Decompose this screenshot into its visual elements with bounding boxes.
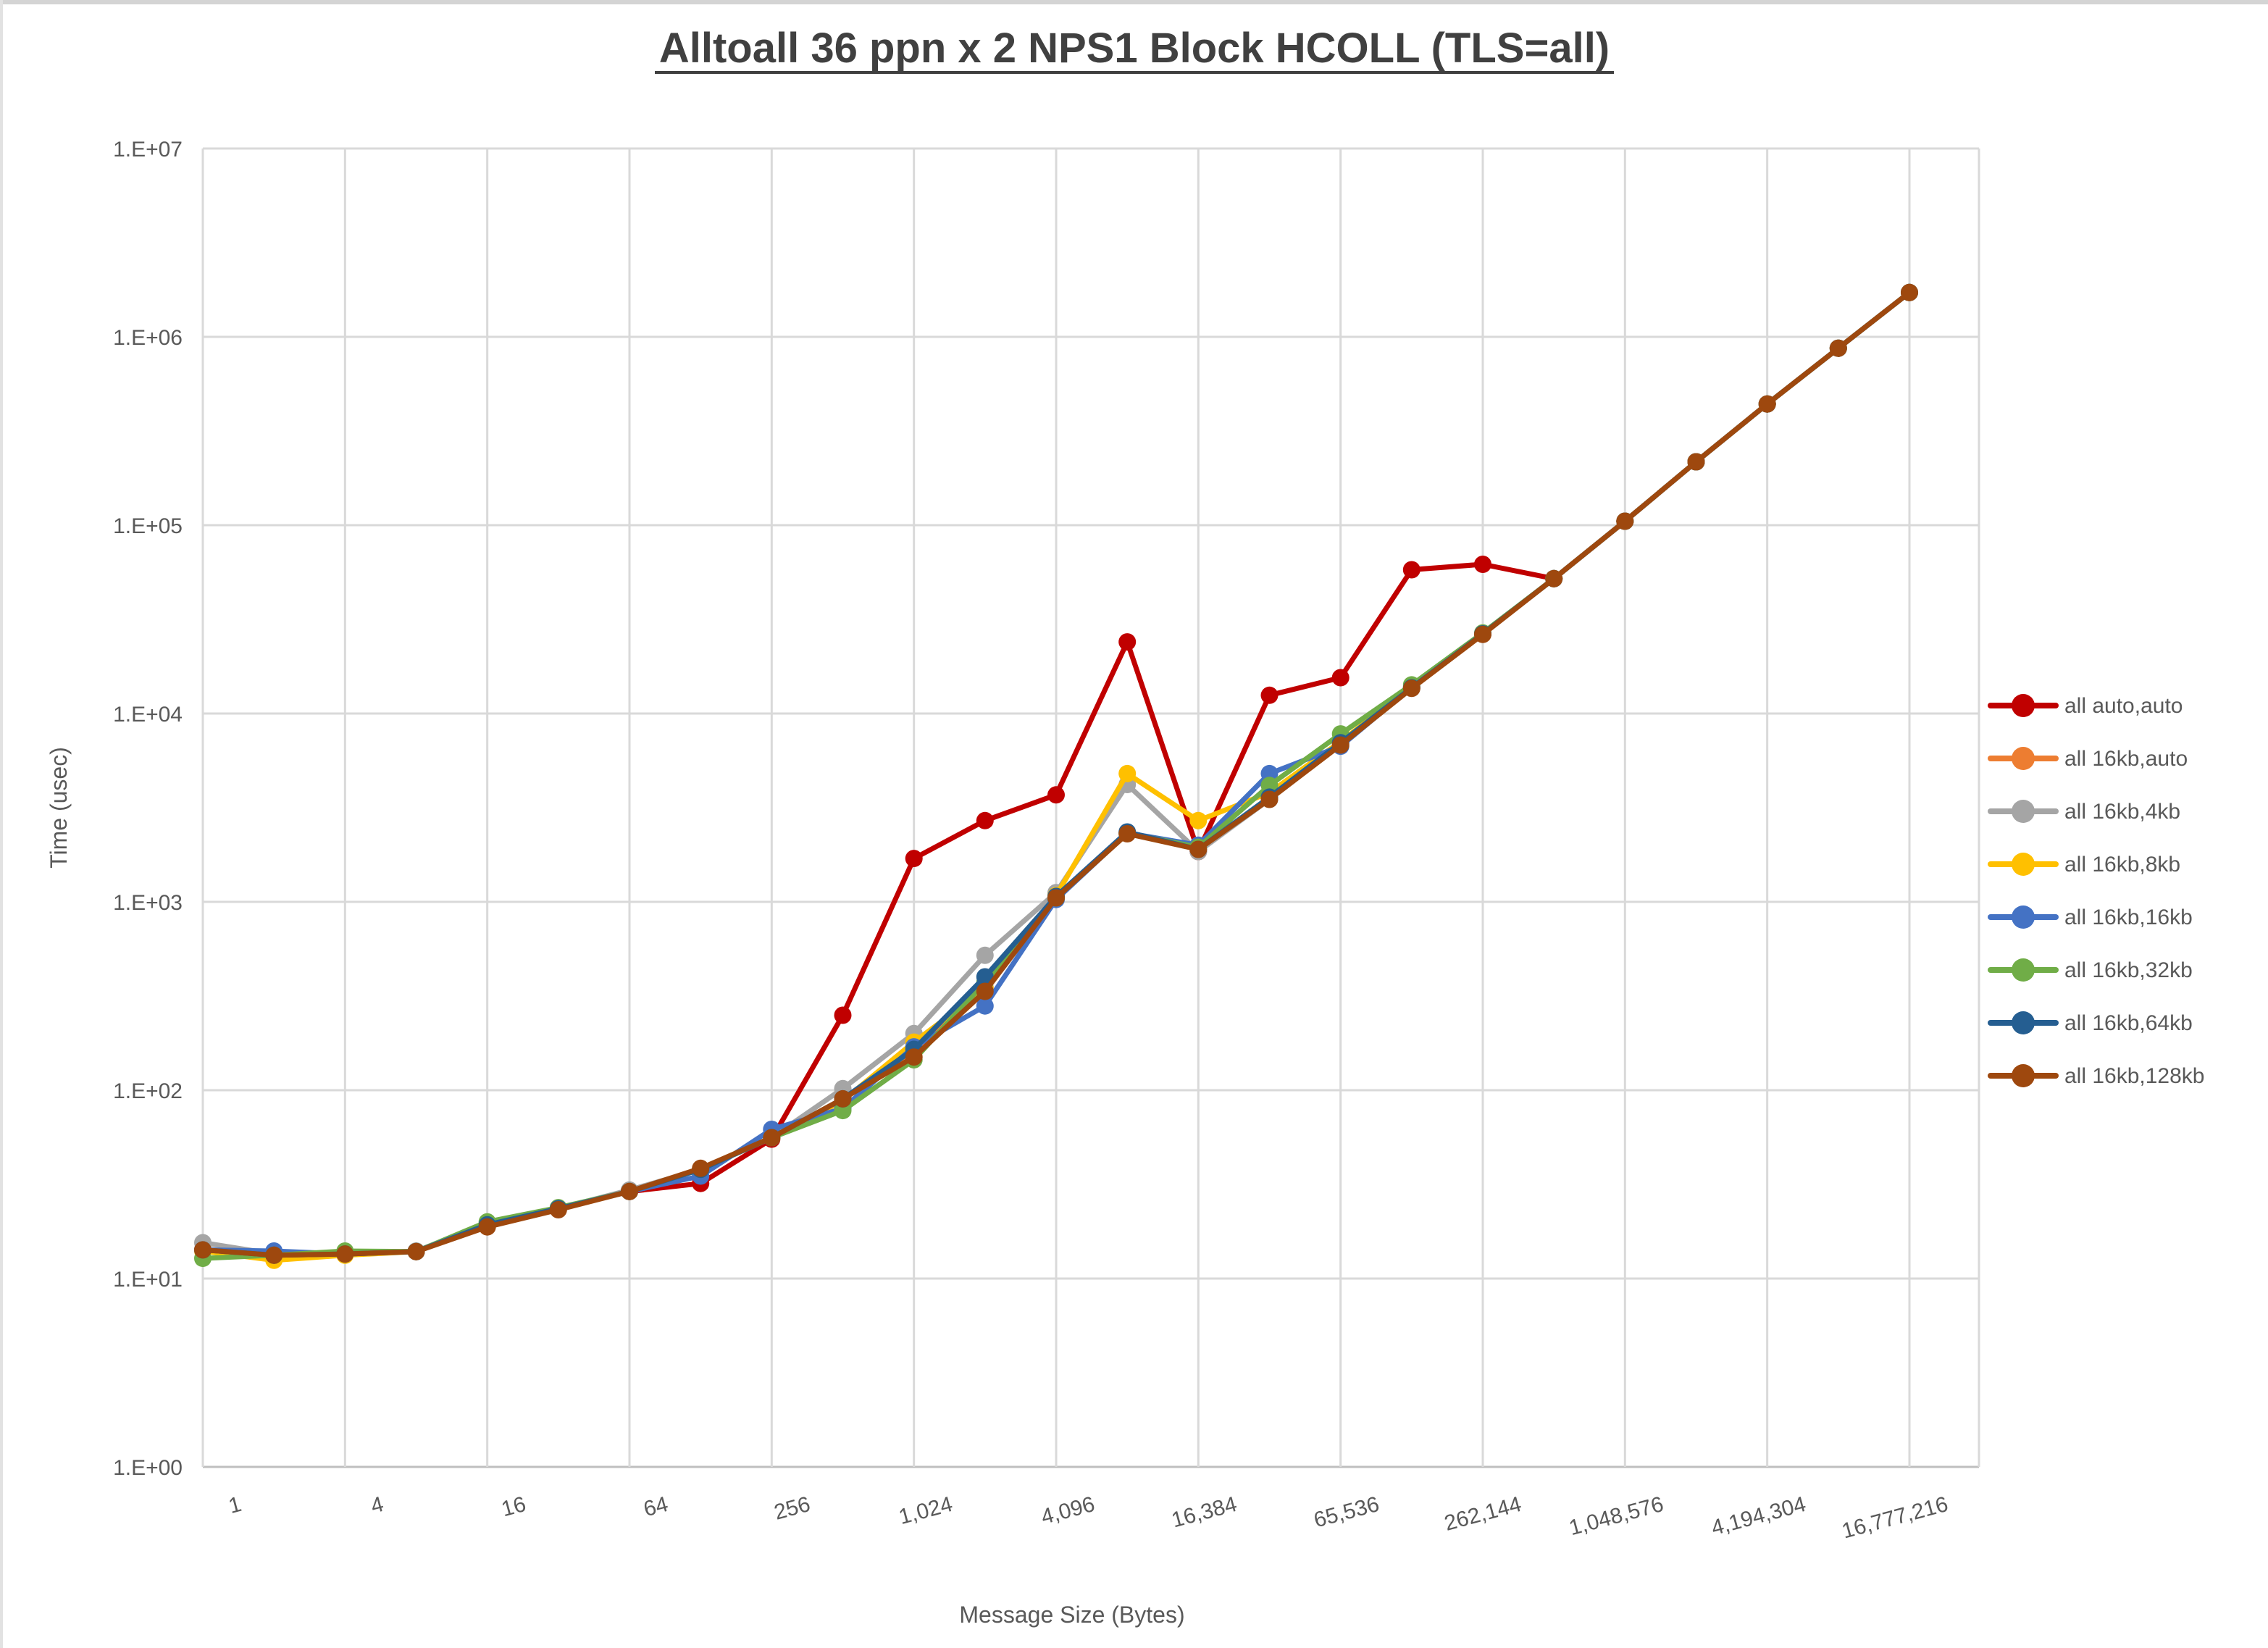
data-point-all-16kb-8kb	[1118, 764, 1137, 782]
x-tick-label: 65,536	[1311, 1492, 1381, 1533]
legend-item-all-16kb-32kb[interactable]: all 16kb,32kb	[1988, 958, 2193, 982]
x-tick-label: 16,384	[1169, 1492, 1239, 1533]
y-axis-title: Time (usec)	[46, 747, 72, 869]
data-point-all-16kb-128kb	[905, 1048, 923, 1066]
legend-marker-icon	[2012, 853, 2035, 876]
data-point-all-16kb-128kb	[194, 1241, 212, 1259]
data-point-all-16kb-128kb	[1829, 339, 1847, 357]
legend-item-label: all 16kb,4kb	[2064, 800, 2180, 824]
x-tick-label: 1,048,576	[1567, 1492, 1666, 1540]
y-tick-label: 1.E+00	[113, 1456, 183, 1480]
data-point-all-auto-auto	[834, 1006, 852, 1024]
x-tick-label: 16	[499, 1492, 529, 1522]
y-tick-label: 1.E+06	[113, 326, 183, 350]
data-point-all-16kb-128kb	[549, 1201, 567, 1218]
data-point-all-16kb-16kb	[976, 997, 994, 1015]
data-point-all-16kb-16kb	[1260, 764, 1279, 782]
y-tick-label: 1.E+03	[113, 891, 183, 915]
data-point-all-16kb-128kb	[834, 1089, 852, 1108]
data-point-all-16kb-128kb	[1616, 512, 1634, 530]
legend-marker-icon	[2012, 1011, 2035, 1034]
legend-item-all-16kb-64kb[interactable]: all 16kb,64kb	[1988, 1011, 2193, 1035]
y-tick-label: 1.E+01	[113, 1268, 183, 1292]
legend: all auto,auto all 16kb,auto all 16kb,4kb al…	[1988, 694, 2204, 1088]
x-tick-label: 1,024	[896, 1492, 955, 1529]
data-point-all-auto-auto	[905, 850, 923, 868]
data-point-all-16kb-8kb	[1189, 811, 1208, 829]
axis-tick-labels: 1.E+00 1.E+01 1.E+02 1.E+03 1.E+04 1.E+05 1.E+…	[113, 138, 1951, 1544]
data-point-all-16kb-128kb	[478, 1218, 496, 1236]
data-point-all-16kb-128kb	[1545, 569, 1563, 587]
legend-item-all-16kb-128kb[interactable]: all 16kb,128kb	[1988, 1064, 2204, 1088]
y-tick-label: 1.E+02	[113, 1079, 183, 1103]
legend-item-label: all 16kb,8kb	[2064, 853, 2180, 877]
gridlines	[201, 147, 1980, 1468]
legend-item-label: all auto,auto	[2064, 694, 2183, 718]
data-point-all-auto-auto	[1260, 686, 1279, 704]
x-tick-label: 4	[368, 1492, 386, 1518]
data-point-all-16kb-128kb	[336, 1245, 354, 1263]
y-tick-label: 1.E+04	[113, 703, 183, 727]
series-all-16kb-128kb	[194, 283, 1918, 1264]
data-point-all-16kb-128kb	[1474, 625, 1491, 643]
legend-item-label: all 16kb,64kb	[2064, 1011, 2193, 1035]
data-point-all-16kb-128kb	[976, 982, 994, 1000]
legend-item-all-16kb-16kb[interactable]: all 16kb,16kb	[1988, 905, 2193, 929]
legend-marker-icon	[2012, 958, 2035, 982]
legend-marker-icon	[2012, 747, 2035, 770]
data-point-all-16kb-128kb	[1260, 790, 1279, 808]
data-point-all-16kb-128kb	[1402, 679, 1420, 698]
data-point-all-16kb-128kb	[1687, 453, 1705, 471]
data-point-all-16kb-128kb	[265, 1246, 283, 1264]
x-tick-label: 4,096	[1039, 1492, 1097, 1529]
legend-marker-icon	[2012, 694, 2035, 717]
data-point-all-16kb-128kb	[692, 1159, 710, 1177]
legend-marker-icon	[2012, 800, 2035, 823]
legend-item-label: all 16kb,16kb	[2064, 905, 2193, 929]
window-top-edge	[0, 0, 2268, 4]
series-lines	[194, 283, 1918, 1269]
window-left-edge	[0, 0, 3, 1648]
data-point-all-16kb-128kb	[407, 1242, 425, 1260]
data-point-all-16kb-128kb	[621, 1182, 638, 1200]
data-point-all-16kb-4kb	[976, 946, 994, 964]
data-point-all-auto-auto	[1118, 633, 1137, 651]
y-tick-label: 1.E+07	[113, 138, 183, 162]
x-tick-label: 262,144	[1442, 1492, 1524, 1536]
legend-item-all-16kb-4kb[interactable]: all 16kb,4kb	[1988, 800, 2180, 824]
data-point-all-16kb-64kb	[976, 968, 994, 986]
x-tick-label: 4,194,304	[1709, 1492, 1808, 1540]
data-point-all-16kb-128kb	[1189, 840, 1208, 858]
x-tick-label: 64	[641, 1492, 671, 1522]
data-point-all-auto-auto	[976, 811, 994, 829]
legend-item-all-16kb-8kb[interactable]: all 16kb,8kb	[1988, 853, 2180, 877]
x-axis-title: Message Size (Bytes)	[959, 1602, 1184, 1628]
legend-item-label: all 16kb,128kb	[2064, 1064, 2204, 1088]
x-tick-label: 1	[226, 1492, 244, 1518]
legend-marker-icon	[2012, 1064, 2035, 1087]
legend-item-label: all 16kb,32kb	[2064, 958, 2193, 982]
data-point-all-auto-auto	[1047, 786, 1065, 804]
x-tick-label: 256	[771, 1492, 813, 1525]
legend-marker-icon	[2012, 905, 2035, 929]
data-point-all-16kb-128kb	[1047, 889, 1065, 907]
legend-item-all-auto-auto[interactable]: all auto,auto	[1988, 694, 2183, 718]
legend-item-label: all 16kb,auto	[2064, 747, 2188, 771]
y-tick-label: 1.E+05	[113, 514, 183, 538]
data-point-all-16kb-128kb	[1118, 825, 1137, 842]
data-point-all-auto-auto	[1331, 669, 1349, 687]
data-point-all-auto-auto	[1474, 556, 1491, 573]
data-point-all-16kb-128kb	[1758, 395, 1776, 413]
data-point-all-auto-auto	[1402, 561, 1420, 579]
data-point-all-16kb-128kb	[1901, 283, 1918, 301]
x-tick-label: 16,777,216	[1839, 1492, 1951, 1544]
legend-item-all-16kb-auto[interactable]: all 16kb,auto	[1988, 747, 2188, 771]
data-point-all-16kb-128kb	[1331, 736, 1349, 754]
chart-title: Alltoall 36 ppn x 2 NPS1 Block HCOLL (TL…	[659, 25, 1610, 72]
data-point-all-16kb-128kb	[763, 1129, 781, 1147]
